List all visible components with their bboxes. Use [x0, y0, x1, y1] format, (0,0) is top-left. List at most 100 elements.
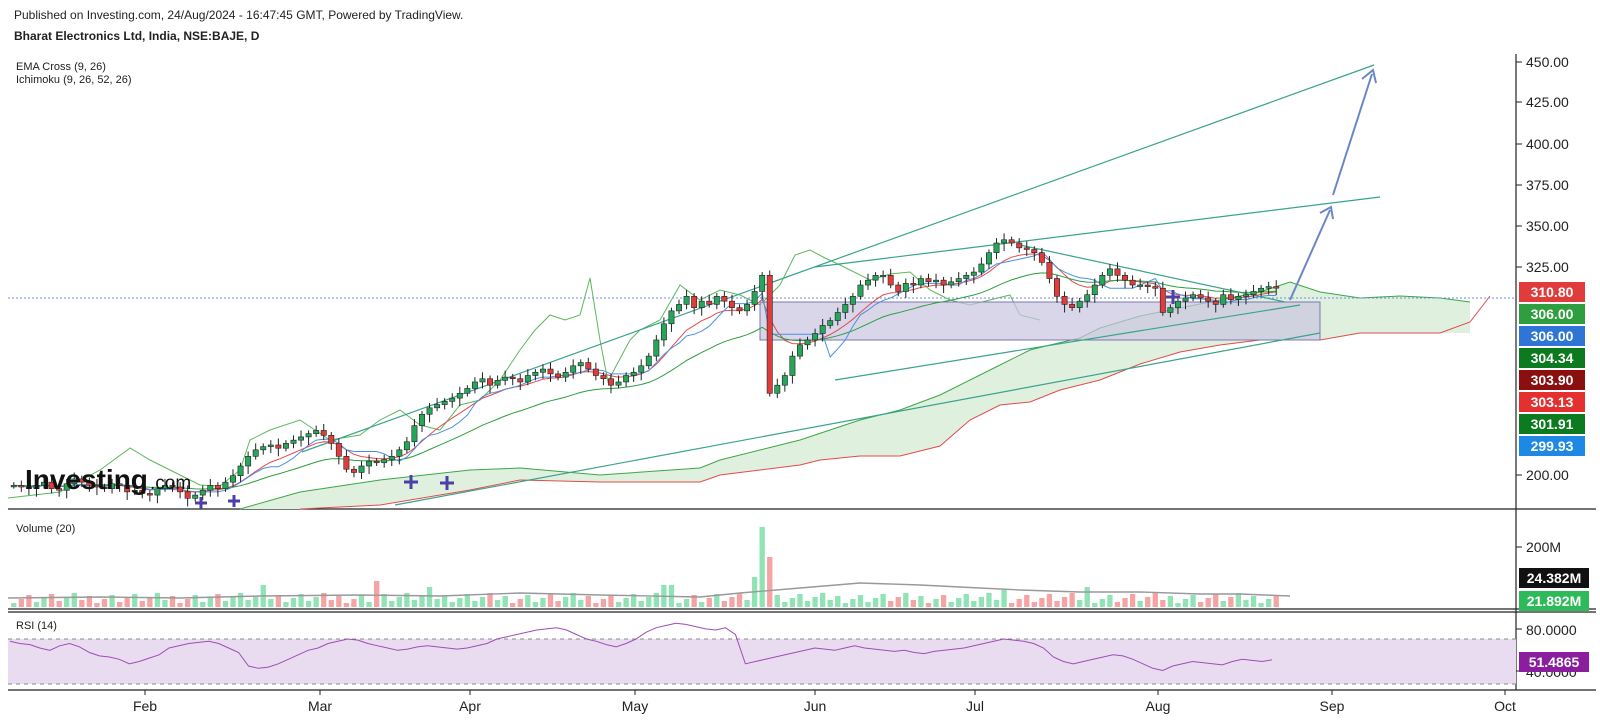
price-tick-label: 375.00: [1526, 177, 1569, 193]
volume-bar: [94, 603, 100, 607]
candle-body: [1001, 239, 1008, 244]
candle-body: [660, 323, 667, 341]
volume-bar: [79, 600, 85, 607]
volume-bar: [767, 557, 773, 607]
candle-body: [509, 376, 516, 380]
volume-bar: [192, 595, 198, 607]
candle-body: [381, 459, 388, 464]
price-badge-label: 310.80: [1531, 284, 1574, 300]
candle-body: [948, 281, 955, 286]
volume-bar: [222, 601, 229, 607]
candle-body: [781, 375, 788, 386]
price-badge: [1519, 282, 1585, 302]
time-tick-label: May: [622, 698, 648, 714]
candle-body: [214, 485, 221, 489]
volume-bar: [1197, 602, 1204, 607]
candle-body: [804, 339, 811, 346]
time-tick-label: Feb: [133, 698, 157, 714]
volume-bar: [1092, 603, 1098, 607]
candle-body: [895, 284, 902, 292]
volume-bar: [305, 601, 312, 607]
volume-bar: [699, 602, 705, 607]
candle-body: [464, 388, 471, 394]
time-tick-label: Jul: [966, 698, 984, 714]
volume-bar: [525, 595, 531, 607]
candle-body: [940, 279, 947, 286]
candle-body: [1152, 286, 1159, 289]
volume-bar: [1190, 595, 1196, 607]
volume-bar: [1167, 596, 1174, 607]
trend-lines: [301, 64, 1381, 506]
candle-body: [638, 365, 645, 373]
price-badge: [1519, 348, 1585, 368]
candle-body: [1182, 297, 1189, 302]
candle-body: [849, 296, 856, 305]
price-badge: [1519, 326, 1585, 346]
volume-bar: [540, 598, 546, 607]
candle-body: [955, 278, 962, 283]
volume-bar: [593, 603, 599, 607]
candle-body: [207, 485, 214, 491]
volume-bar: [865, 602, 871, 607]
volume-bar: [918, 596, 924, 607]
candle-body: [1159, 287, 1166, 313]
rsi-indicator-label: RSI (14): [16, 620, 57, 632]
candle-body: [774, 384, 781, 394]
candle-body: [963, 275, 970, 279]
candle-body: [562, 371, 569, 378]
volume-bar: [283, 602, 289, 607]
ema-cross-markers: [195, 290, 1180, 509]
volume-bar: [313, 597, 319, 607]
candle-body: [1106, 268, 1113, 276]
volume-badge-label: 24.382M: [1527, 570, 1581, 586]
candle-body: [1258, 287, 1265, 292]
volume-bar: [517, 599, 523, 607]
volume-bar: [683, 599, 690, 607]
volume-bar: [177, 603, 183, 607]
candle-body: [887, 275, 894, 286]
candle-body: [925, 278, 932, 283]
candle-body: [471, 381, 478, 389]
candle-body: [267, 444, 274, 447]
volume-bar: [419, 596, 425, 607]
volume-bar: [328, 600, 334, 607]
volume-bar: [608, 595, 614, 607]
volume-bar: [464, 594, 470, 607]
volume-bar: [820, 593, 826, 607]
volume-bar: [169, 596, 176, 607]
candle-body: [154, 488, 161, 496]
volume-bar: [290, 598, 297, 607]
candle-body: [1084, 294, 1091, 302]
candle-body: [706, 300, 713, 305]
candle-body: [237, 465, 244, 476]
price-badge-label: 303.90: [1531, 372, 1574, 388]
candle-body: [184, 491, 191, 499]
volume-bar: [721, 601, 728, 607]
candle-body: [1273, 286, 1280, 289]
volume-bar: [396, 597, 402, 607]
candle-body: [759, 275, 766, 292]
volume-bar: [555, 601, 561, 607]
candle-body: [305, 433, 312, 438]
candle-body: [1144, 284, 1151, 287]
volume-bar: [933, 599, 939, 607]
candle-body: [910, 283, 917, 286]
volume-bar: [41, 598, 47, 607]
time-axis: Feb Mar Apr May Jun Jul Aug Sep Oct: [133, 690, 1516, 714]
candle-body: [1227, 294, 1234, 300]
tenkan-line: [13, 251, 1277, 493]
volume-bar: [812, 597, 818, 607]
candle-body: [1167, 307, 1174, 313]
candle-body: [842, 304, 849, 313]
candle-body: [162, 485, 168, 489]
volume-series: [11, 527, 1279, 607]
candle-body: [230, 475, 236, 483]
price-badge: [1519, 304, 1585, 324]
volume-indicator-label: Volume (20): [16, 523, 75, 535]
volume-bar: [1243, 600, 1249, 607]
candle-body: [676, 304, 682, 312]
volume-bar: [1001, 589, 1007, 607]
candle-body: [880, 275, 887, 278]
rsi-tick-label: 80.0000: [1526, 622, 1577, 638]
volume-badge-label: 21.892M: [1527, 593, 1581, 609]
